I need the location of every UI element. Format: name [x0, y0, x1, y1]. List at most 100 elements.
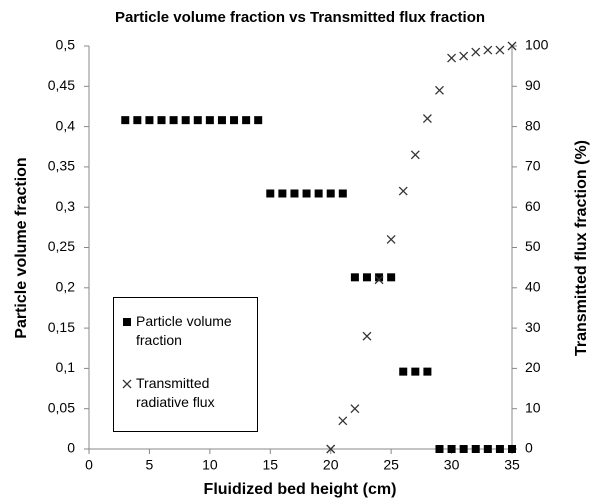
x-axis-label: Fluidized bed height (cm) [204, 481, 397, 498]
square-marker [254, 116, 263, 125]
cross-marker [471, 47, 481, 57]
x-tick-label: 10 [202, 457, 218, 473]
cross-marker [483, 45, 493, 55]
square-marker [483, 445, 492, 453]
square-marker [326, 189, 335, 198]
cross-marker [326, 444, 336, 454]
cross-marker [410, 150, 420, 160]
y-tick-label: 0,35 [48, 158, 75, 174]
y-tick-label: 0,4 [56, 117, 76, 133]
square-marker [145, 116, 154, 125]
square-marker [193, 116, 202, 125]
square-marker [338, 189, 347, 198]
cross-marker [422, 114, 432, 123]
square-marker [375, 273, 384, 282]
cross-stroke [410, 150, 420, 160]
cross-marker [398, 186, 408, 196]
y-axis-label: Particle volume fraction [13, 157, 30, 338]
cross-marker [447, 53, 457, 63]
legend: Particle volume fraction Transmitted radi… [113, 297, 258, 432]
cross-stroke [362, 331, 372, 341]
y2-tick-label: 10 [525, 399, 541, 415]
cross-stroke [435, 85, 444, 95]
y2-tick-label: 60 [525, 198, 541, 214]
square-marker [362, 273, 371, 282]
cross-marker [507, 41, 517, 51]
cross-marker [435, 85, 444, 95]
x-tick-label: 0 [85, 457, 93, 473]
y2-tick-label: 100 [525, 37, 549, 53]
square-marker [508, 445, 516, 453]
cross-stroke [122, 379, 132, 389]
square-marker [423, 367, 432, 376]
legend-entry: Particle volume fraction [122, 312, 249, 350]
square-marker [350, 273, 359, 282]
x-tick-label: 15 [262, 457, 278, 473]
cross-stroke [386, 234, 396, 244]
y-tick-label: 0,1 [56, 359, 76, 375]
square-marker [121, 116, 130, 125]
square-marker [230, 116, 239, 125]
cross-stroke [374, 275, 384, 285]
cross-marker [122, 379, 132, 389]
cross-stroke [338, 416, 348, 426]
square-marker [471, 445, 480, 453]
y2-tick-label: 40 [525, 279, 541, 295]
chart-title: Particle volume fraction vs Transmitted … [115, 9, 485, 26]
cross-stroke [398, 186, 408, 196]
x-tick-label: 35 [504, 457, 520, 473]
y-tick-label: 0,2 [56, 279, 76, 295]
legend-marker [123, 318, 131, 326]
square-marker [123, 318, 131, 326]
square-marker [278, 189, 287, 198]
cross-marker [338, 416, 348, 426]
cross-stroke [447, 53, 457, 63]
cross-marker [386, 234, 396, 244]
cross-marker [362, 331, 372, 341]
y2-tick-label: 70 [525, 158, 541, 174]
square-marker [169, 116, 178, 125]
cross-marker [350, 404, 360, 414]
cross-stroke [350, 404, 360, 414]
legend-entry: Transmitted radiative flux [122, 374, 249, 412]
square-marker [399, 367, 408, 376]
y2-tick-label: 20 [525, 359, 541, 375]
square-marker [387, 273, 396, 282]
legend-label: Transmitted radiative flux [136, 375, 215, 410]
cross-stroke [483, 45, 493, 55]
y2-axis-label: Transmitted flux fraction (%) [573, 140, 590, 356]
y-tick-label: 0,45 [48, 77, 75, 93]
square-marker [495, 445, 504, 453]
y2-tick-label: 30 [525, 319, 541, 335]
cross-marker [459, 51, 469, 61]
y2-tick-label: 0 [525, 440, 533, 456]
legend-marker [122, 379, 132, 389]
x-tick-label: 25 [383, 457, 399, 473]
y-tick-label: 0,3 [56, 198, 76, 214]
y-tick-label: 0,15 [48, 319, 75, 335]
square-marker [302, 189, 311, 198]
square-marker [133, 116, 142, 125]
square-marker [157, 116, 166, 125]
y-tick-label: 0,25 [48, 238, 75, 254]
x-tick-label: 20 [323, 457, 339, 473]
square-marker [205, 116, 214, 125]
cross-marker [495, 45, 505, 55]
square-marker [217, 116, 226, 125]
y-tick-label: 0,05 [48, 399, 75, 415]
cross-marker [374, 275, 384, 285]
cross-stroke [326, 444, 336, 454]
cross-stroke [507, 41, 517, 51]
y2-tick-label: 80 [525, 117, 541, 133]
square-marker [290, 189, 299, 198]
cross-stroke [422, 114, 432, 123]
x-tick-label: 30 [444, 457, 460, 473]
x-tick-label: 5 [146, 457, 154, 473]
square-marker [181, 116, 190, 125]
square-marker [242, 116, 251, 125]
square-marker [447, 445, 456, 453]
square-marker [314, 189, 323, 198]
y2-tick-label: 90 [525, 77, 541, 93]
